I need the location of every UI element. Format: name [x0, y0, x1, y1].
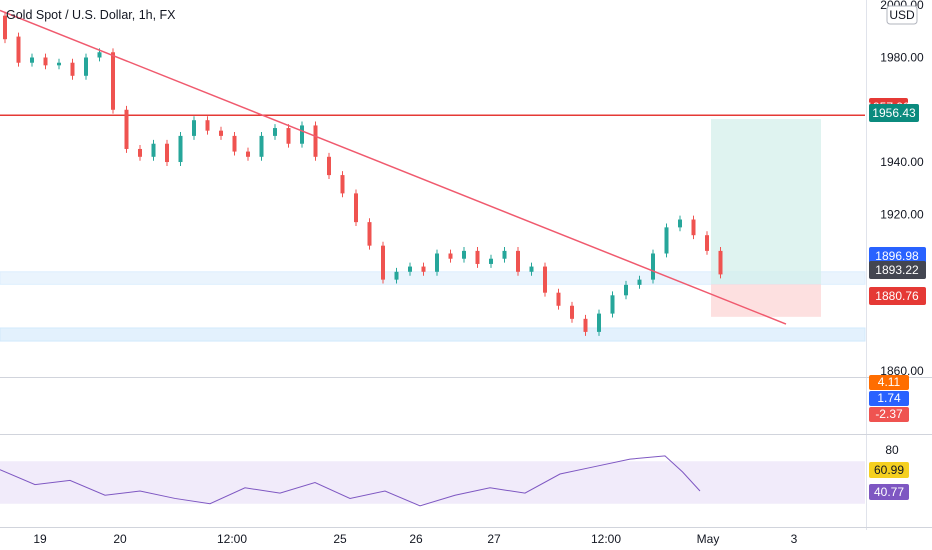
macd-label: 4.11 [878, 375, 901, 389]
candle-body [475, 250, 480, 264]
rsi-line [0, 455, 701, 507]
chart-annotations [0, 114, 866, 342]
time-tick: 12:00 [217, 532, 247, 546]
candle-body [340, 175, 345, 194]
time-axis[interactable]: 19 20 12:00 25 26 27 12:00 May 3 [33, 532, 797, 546]
candle-body [394, 271, 399, 280]
candle-body [408, 266, 412, 272]
candle-body [313, 125, 318, 157]
candle-body [205, 120, 210, 131]
candle-body [192, 120, 196, 136]
candles [3, 11, 723, 336]
candle-body [529, 266, 534, 272]
candle-body [273, 128, 277, 136]
candle-body [354, 193, 358, 223]
chart-title: Gold Spot / U.S. Dollar, 1h, FX [6, 8, 176, 22]
candle-body [435, 253, 439, 272]
candle-body [556, 292, 561, 306]
candle-body [462, 250, 466, 259]
candle-body [84, 57, 88, 76]
price-labels: 1957.90 1956.43 1896.98 1893.22 1880.76 … [866, 98, 926, 500]
time-tick: 27 [487, 532, 501, 546]
candle-body [111, 52, 115, 110]
candle-body [219, 130, 223, 136]
time-tick: 12:00 [591, 532, 621, 546]
candle-body [43, 57, 48, 66]
candle-body [570, 305, 574, 319]
rsi-ma-label: 60.99 [874, 463, 904, 477]
candle-body [367, 222, 372, 246]
signal-label: 1.74 [877, 391, 901, 405]
candle-body [678, 219, 682, 228]
stop-price-label: 1880.76 [875, 289, 919, 303]
candle-body [651, 253, 655, 280]
entry-price-label: 1893.22 [875, 263, 919, 277]
candle-body [16, 36, 21, 63]
time-tick: 19 [33, 532, 47, 546]
trendline [0, 9, 787, 325]
candle-body [624, 284, 628, 296]
candle-body [70, 62, 75, 76]
candle-body [691, 219, 696, 236]
time-tick: 26 [409, 532, 423, 546]
candle-body [178, 135, 183, 163]
price-tick: 1940.00 [880, 155, 924, 169]
rsi-label: 40.77 [874, 485, 904, 499]
candle-body [124, 109, 129, 149]
candle-body [327, 156, 331, 176]
candle-body [597, 313, 601, 332]
last-price-label: 1896.98 [875, 249, 919, 263]
candle-body [583, 318, 588, 332]
candle-body [57, 62, 61, 66]
rsi-tick-80: 80 [885, 443, 899, 457]
histogram-label: -2.37 [875, 407, 903, 421]
support-zone-lower [0, 327, 866, 342]
candle-body [286, 128, 291, 144]
time-tick: 3 [791, 532, 798, 546]
support-zone-upper [0, 271, 866, 285]
candle-body [151, 143, 156, 157]
candle-body [259, 135, 264, 157]
time-tick: 25 [333, 532, 347, 546]
time-tick: 20 [113, 532, 127, 546]
rsi-band [0, 461, 865, 504]
candle-body [489, 258, 493, 264]
candle-body [421, 266, 426, 272]
candle-body [448, 253, 453, 259]
price-tick: 1860.00 [880, 364, 924, 378]
candle-body [543, 266, 547, 293]
candle-body [97, 52, 102, 58]
candle-body [165, 143, 169, 163]
candle-body [637, 279, 642, 285]
candle-body [30, 57, 34, 63]
candle-body [705, 235, 709, 251]
price-tick: 1980.00 [880, 50, 924, 64]
candle-body [502, 250, 507, 259]
price-tick: 1920.00 [880, 207, 924, 221]
candle-body [300, 125, 304, 144]
chart-overlays [0, 9, 865, 507]
candle-body [381, 245, 385, 280]
candle-body [138, 148, 142, 157]
candle-body [664, 227, 669, 254]
currency-label[interactable]: USD [889, 8, 915, 22]
target-price-label: 1956.43 [872, 106, 916, 120]
target-zone [711, 119, 821, 285]
candle-body [232, 135, 237, 152]
candle-body [246, 151, 250, 157]
candle-body [516, 250, 520, 272]
stop-zone [711, 284, 821, 317]
candle-body [718, 250, 723, 275]
time-tick: May [697, 532, 720, 546]
candle-body [610, 295, 615, 314]
candle-body [3, 15, 7, 40]
